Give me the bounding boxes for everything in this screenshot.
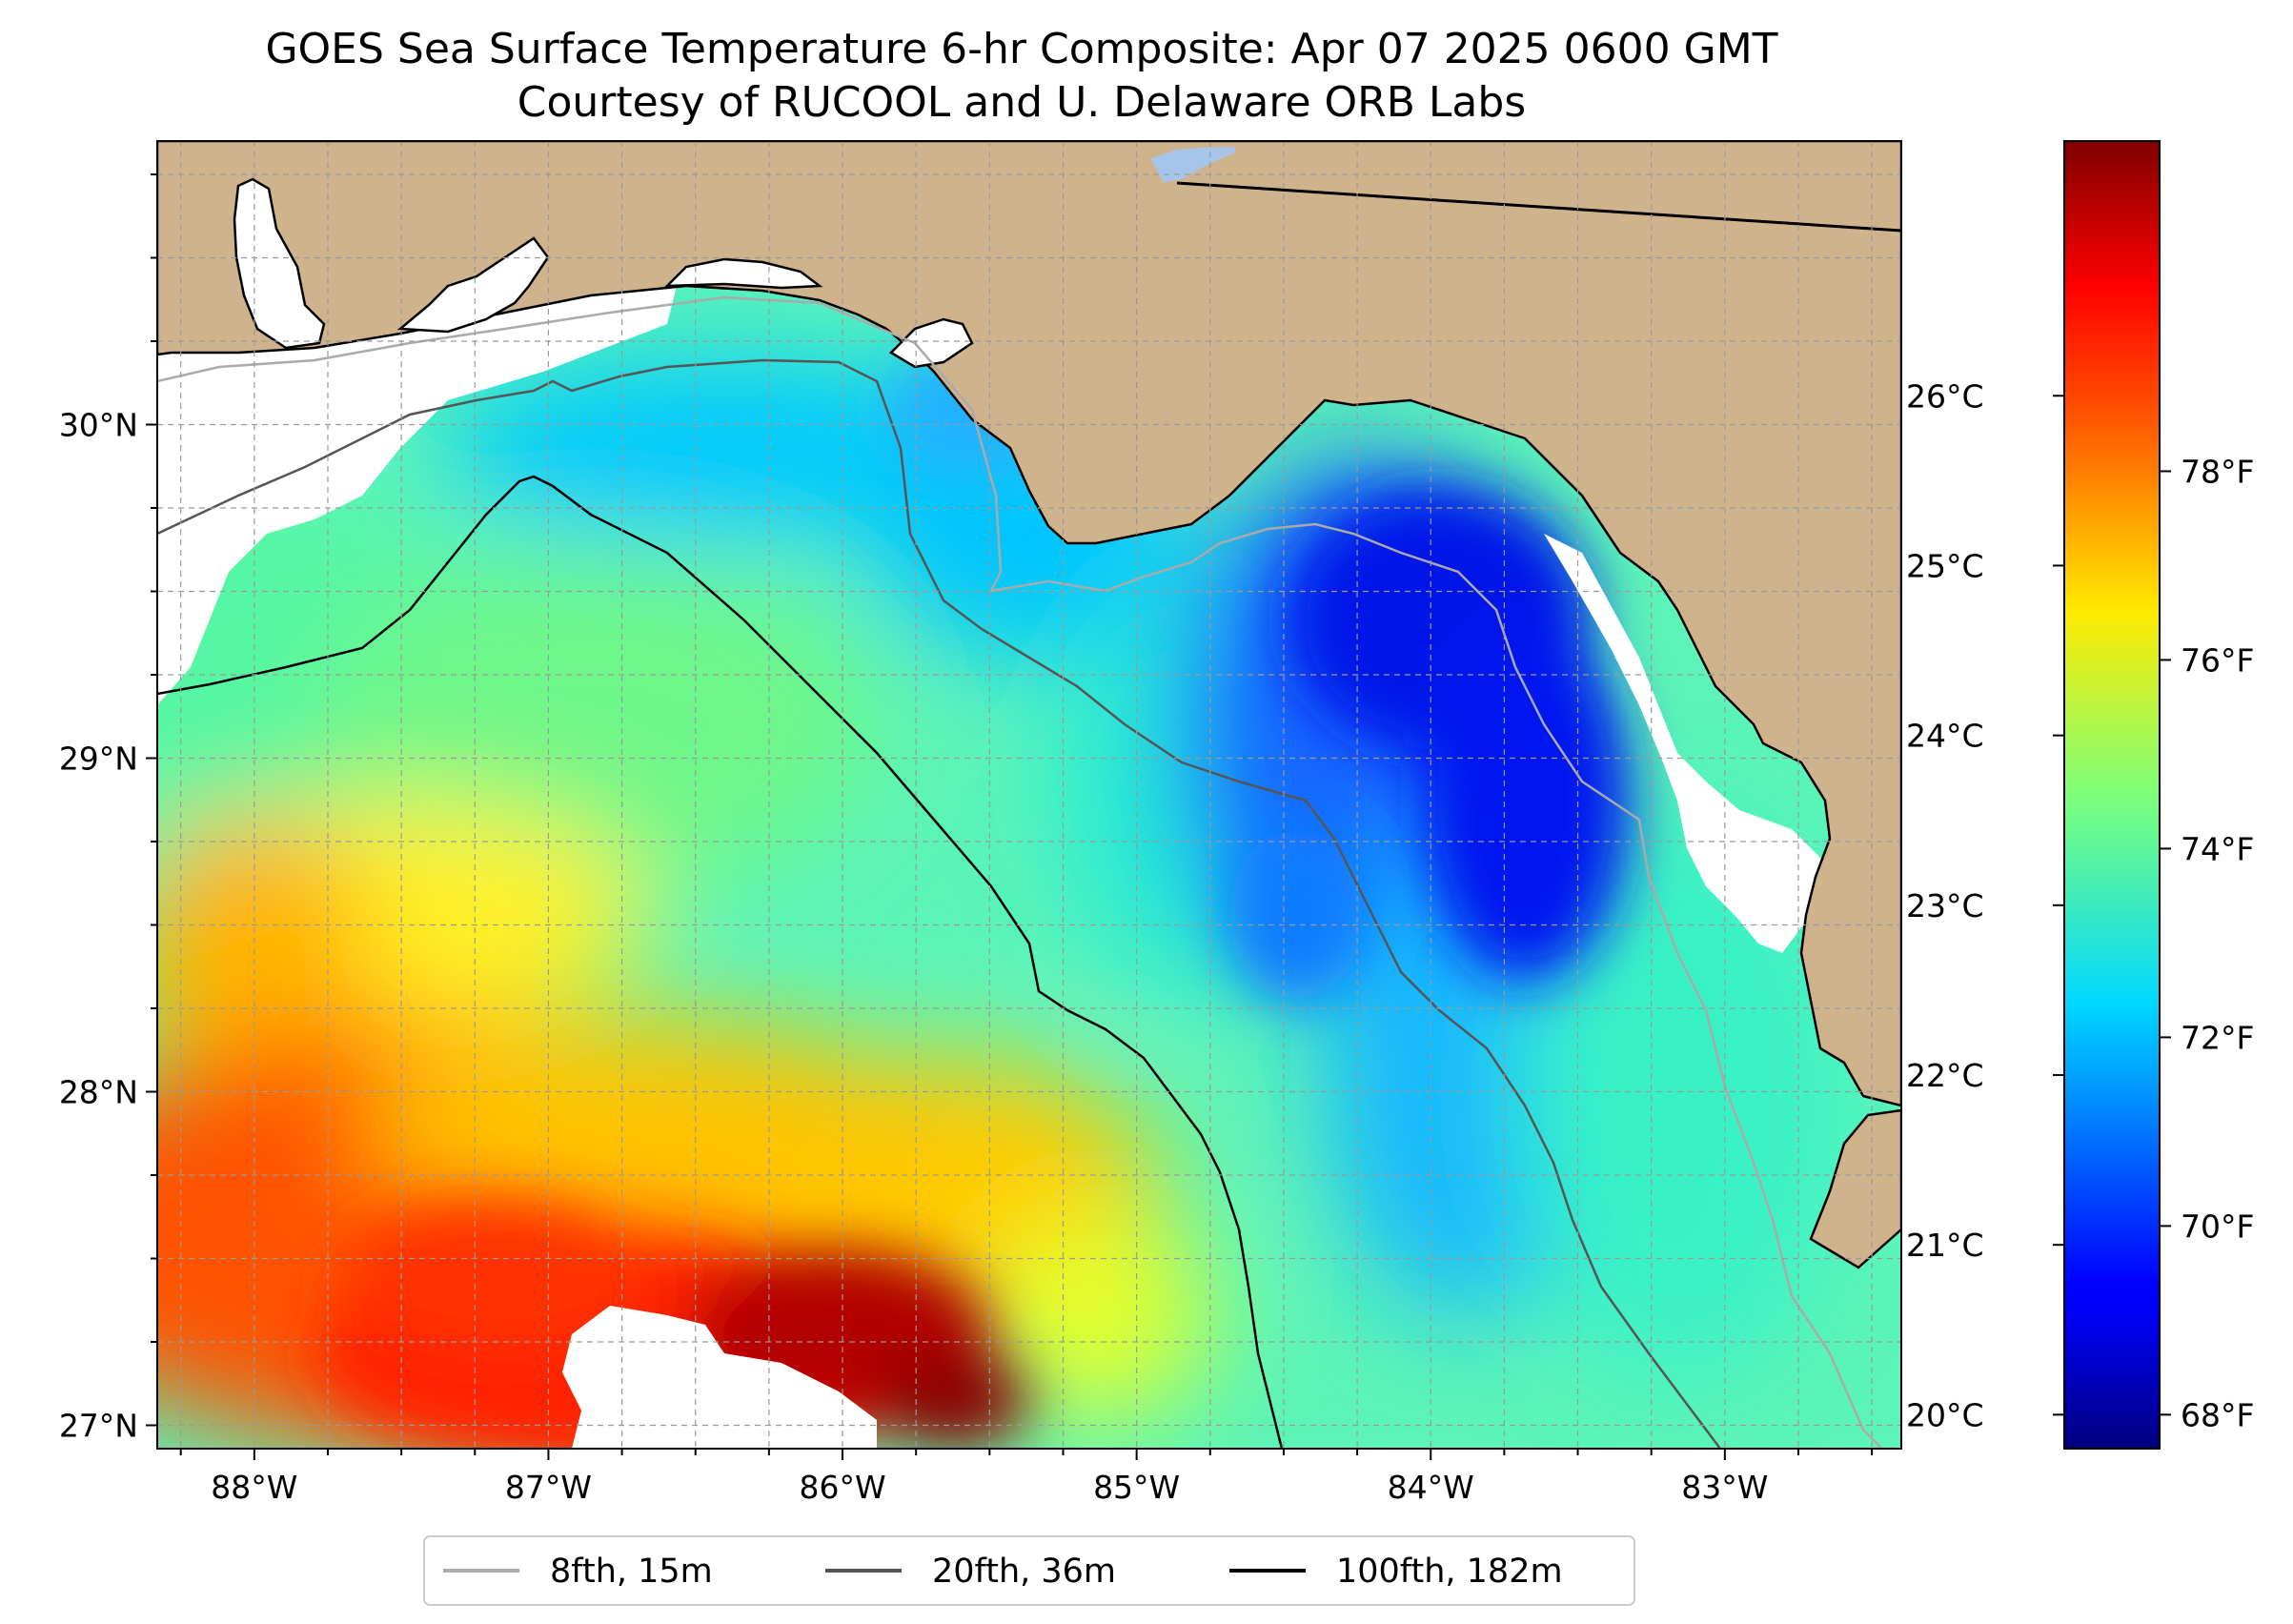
- land-tampa: [1809, 1108, 1901, 1269]
- map-panel: [157, 141, 1901, 1449]
- isobath-182m: [157, 475, 1284, 1449]
- lat-tick-label: 28°N: [59, 1074, 138, 1111]
- georgia-boundary: [1176, 181, 1901, 233]
- map-frame: [156, 140, 1902, 1450]
- celsius-tick-label: 20°C: [1906, 1396, 1984, 1433]
- lon-tick-label: 88°W: [211, 1469, 297, 1506]
- colorbar-fahrenheit-axis: 68°F 70°F 72°F 74°F 76°F 78°F: [2160, 453, 2254, 1433]
- celsius-tick-label: 25°C: [1906, 547, 1984, 584]
- celsius-tick-label: 26°C: [1906, 377, 1984, 415]
- lat-tick-label: 27°N: [59, 1408, 138, 1445]
- legend-label-20fth: 20fth, 36m: [932, 1553, 1116, 1591]
- land: [157, 141, 1901, 1269]
- colorbar: 20°C 21°C 22°C 23°C 24°C 25°C 26°C 68°F 70°F 72°…: [1906, 140, 2254, 1450]
- lon-tick-label: 84°W: [1388, 1469, 1474, 1506]
- fahrenheit-tick-label: 72°F: [2181, 1019, 2254, 1056]
- celsius-tick-label: 21°C: [1906, 1227, 1984, 1264]
- isobath-36m: [157, 358, 1721, 1449]
- lake-seminole: [1150, 147, 1236, 183]
- land-coast: [157, 141, 1901, 1107]
- title-line-1: GOES Sea Surface Temperature 6-hr Compos…: [265, 25, 1777, 73]
- fahrenheit-tick-label: 76°F: [2181, 641, 2254, 679]
- celsius-tick-label: 24°C: [1906, 718, 1984, 755]
- lon-tick-label: 86°W: [799, 1469, 885, 1506]
- bay-mobile: [233, 177, 326, 350]
- fahrenheit-tick-label: 68°F: [2181, 1396, 2254, 1433]
- lat-tick-label: 30°N: [59, 407, 138, 444]
- isobaths: [157, 295, 1883, 1449]
- lon-tick-label: 83°W: [1681, 1469, 1768, 1506]
- legend-label-100fth: 100fth, 182m: [1336, 1553, 1563, 1591]
- legend-box: [423, 1535, 1635, 1606]
- fahrenheit-tick-label: 70°F: [2181, 1208, 2254, 1245]
- lon-tick-label: 85°W: [1093, 1469, 1180, 1506]
- fahrenheit-tick-label: 78°F: [2181, 453, 2254, 490]
- colorbar-gradient: [2063, 140, 2161, 1450]
- celsius-tick-label: 22°C: [1906, 1057, 1984, 1094]
- lon-tick-label: 87°W: [505, 1469, 592, 1506]
- axis-labels: 88°W 87°W 86°W 85°W 84°W 83°W 30°N 29°N 28°N 27°N: [59, 407, 1769, 1507]
- legend: 8fth, 15m 20fth, 36m 100fth, 182m: [423, 1535, 1635, 1606]
- bay-choctaw: [663, 257, 823, 290]
- bay-stjoe: [888, 317, 974, 369]
- axis-ticks: [146, 173, 1874, 1460]
- gridlines: [157, 141, 1901, 1449]
- title-line-2: Courtesy of RUCOOL and U. Delaware ORB L…: [517, 78, 1526, 127]
- legend-label-8fth: 8fth, 15m: [550, 1553, 713, 1591]
- lat-tick-label: 29°N: [59, 741, 138, 778]
- celsius-tick-label: 23°C: [1906, 887, 1984, 924]
- fahrenheit-tick-label: 74°F: [2181, 830, 2254, 867]
- colorbar-celsius-axis: 20°C 21°C 22°C 23°C 24°C 25°C 26°C: [1906, 377, 2064, 1433]
- bay-pensacola: [396, 236, 550, 334]
- isobath-15m: [157, 295, 1883, 1449]
